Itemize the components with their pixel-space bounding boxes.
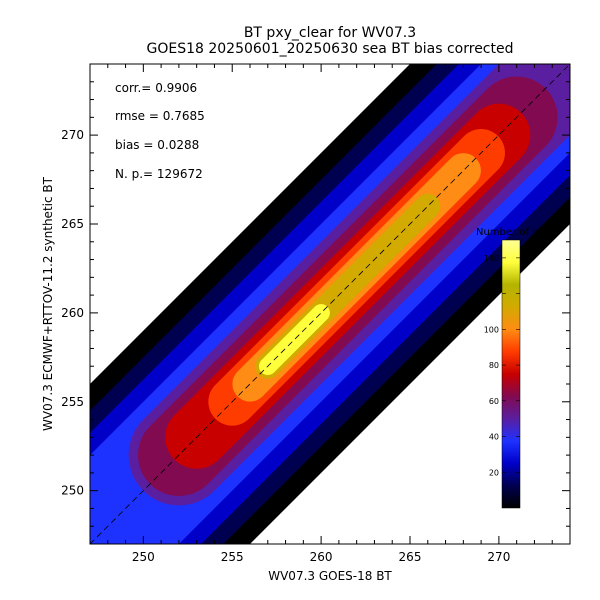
stats-block: corr.= 0.9906 rmse = 0.7685 bias = 0.028…: [115, 81, 205, 181]
colorbar-tick-label: 80: [489, 361, 499, 370]
stat-corr: corr.= 0.9906: [115, 81, 197, 95]
x-tick-label: 250: [132, 550, 155, 564]
y-tick-label: 270: [61, 128, 84, 142]
colorbar-tick-label: 100: [484, 325, 499, 334]
stat-rmse: rmse = 0.7685: [115, 109, 205, 123]
y-tick-label: 250: [61, 484, 84, 498]
x-axis: 250 255 260 265 270: [89, 64, 571, 564]
y-tick-label: 265: [61, 217, 84, 231]
x-tick-label: 255: [221, 550, 244, 564]
chart-subtitle: GOES18 20250601_20250630 sea BT bias cor…: [147, 41, 514, 57]
chart-title: BT pxy_clear for WV07.3: [244, 25, 416, 41]
colorbar-tick-label: 40: [489, 433, 499, 442]
y-axis-label: WV07.3 ECMWF+RTTOV-11.2 synthetic BT: [41, 176, 55, 431]
colorbar: Number of p. 20 40 60 80 100 120 140: [476, 227, 542, 509]
colorbar-tick-label: 20: [489, 468, 499, 477]
plot-frame: [89, 63, 571, 545]
colorbar-gradient: [501, 239, 521, 509]
x-axis-label: WV07.3 GOES-18 BT: [268, 569, 392, 583]
colorbar-tick-label: 140: [484, 254, 499, 263]
colorbar-tick-label: 60: [489, 397, 499, 406]
colorbar-title: Number of p.: [476, 227, 542, 238]
y-tick-label: 260: [61, 306, 84, 320]
x-tick-label: 270: [487, 550, 510, 564]
y-tick-label: 255: [61, 395, 84, 409]
stat-n-points: N. p.= 129672: [115, 167, 203, 181]
stat-bias: bias = 0.0288: [115, 138, 199, 152]
colorbar-ticks: 20 40 60 80 100 120 140: [484, 254, 520, 477]
diagonal-reference-line: [90, 64, 570, 544]
x-tick-label: 265: [399, 550, 422, 564]
colorbar-tick-label: 120: [484, 290, 499, 299]
y-axis: 250 255 260 265 270: [61, 63, 570, 545]
x-tick-label: 260: [310, 550, 333, 564]
